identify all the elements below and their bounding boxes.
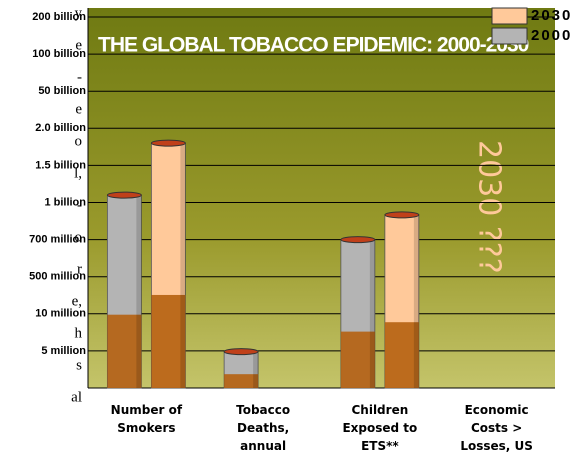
x-tick-label: Tobacco Deaths, annual bbox=[236, 403, 290, 453]
legend-label: 2000 bbox=[531, 27, 572, 44]
margin-fragment: o bbox=[75, 133, 83, 149]
chart-title: THE GLOBAL TOBACCO EPIDEMIC: 2000-2030 bbox=[98, 34, 529, 57]
legend-swatch bbox=[491, 7, 528, 25]
ember bbox=[340, 236, 376, 244]
x-tick-label: Children Exposed to ETS** bbox=[342, 403, 417, 453]
filter bbox=[340, 331, 375, 388]
margin-fragment: y bbox=[75, 5, 83, 21]
y-tick-label: 700 million bbox=[29, 234, 86, 246]
ember bbox=[223, 348, 259, 356]
y-tick-label: 200 billion bbox=[32, 11, 86, 23]
margin-fragment: e bbox=[75, 101, 82, 117]
filter bbox=[107, 314, 142, 388]
y-tick-label: 100 billion bbox=[32, 48, 86, 60]
ember bbox=[150, 139, 186, 147]
margin-fragment: l, bbox=[74, 165, 82, 181]
cigarette bbox=[384, 211, 420, 389]
ember bbox=[106, 191, 142, 199]
cigarette bbox=[223, 348, 259, 389]
bar-shade bbox=[413, 214, 419, 388]
filter bbox=[384, 322, 419, 388]
x-tick-label: Economic Costs > Losses, US bbox=[460, 403, 533, 453]
bar-shade bbox=[253, 351, 259, 388]
margin-fragment: r bbox=[77, 261, 82, 277]
margin-fragment: o bbox=[75, 229, 83, 245]
ember bbox=[384, 211, 420, 219]
legend-label: 2030 bbox=[531, 7, 572, 24]
cigarette bbox=[150, 139, 186, 389]
margin-fragment: - bbox=[77, 69, 82, 85]
cigarette bbox=[106, 191, 142, 389]
margin-fragment: s bbox=[76, 357, 82, 373]
legend-swatch bbox=[491, 27, 528, 45]
y-tick-label: 1 billion bbox=[44, 196, 86, 208]
x-tick-label: Number of Smokers bbox=[111, 403, 183, 435]
margin-fragment: - bbox=[77, 197, 82, 213]
margin-fragment: e, bbox=[72, 293, 82, 309]
y-tick-label: 2.0 billion bbox=[35, 122, 86, 134]
margin-fragment: e bbox=[75, 37, 82, 53]
y-tick-label: 10 million bbox=[35, 308, 86, 320]
y-tick-label: 50 billion bbox=[38, 85, 86, 97]
bar-shade bbox=[136, 195, 142, 388]
cigarette bbox=[340, 236, 376, 389]
margin-fragment: al bbox=[71, 389, 82, 405]
filter bbox=[151, 294, 186, 388]
margin-fragment: h bbox=[75, 325, 83, 341]
bar-shade bbox=[180, 143, 186, 388]
y-tick-label: 5 million bbox=[41, 345, 86, 357]
y-tick-label: 500 million bbox=[29, 271, 86, 283]
filter bbox=[224, 374, 259, 388]
y-tick-label: 1.5 billion bbox=[35, 159, 86, 171]
bar-shade bbox=[369, 239, 375, 388]
annotation: 2030 ??? bbox=[472, 140, 507, 274]
